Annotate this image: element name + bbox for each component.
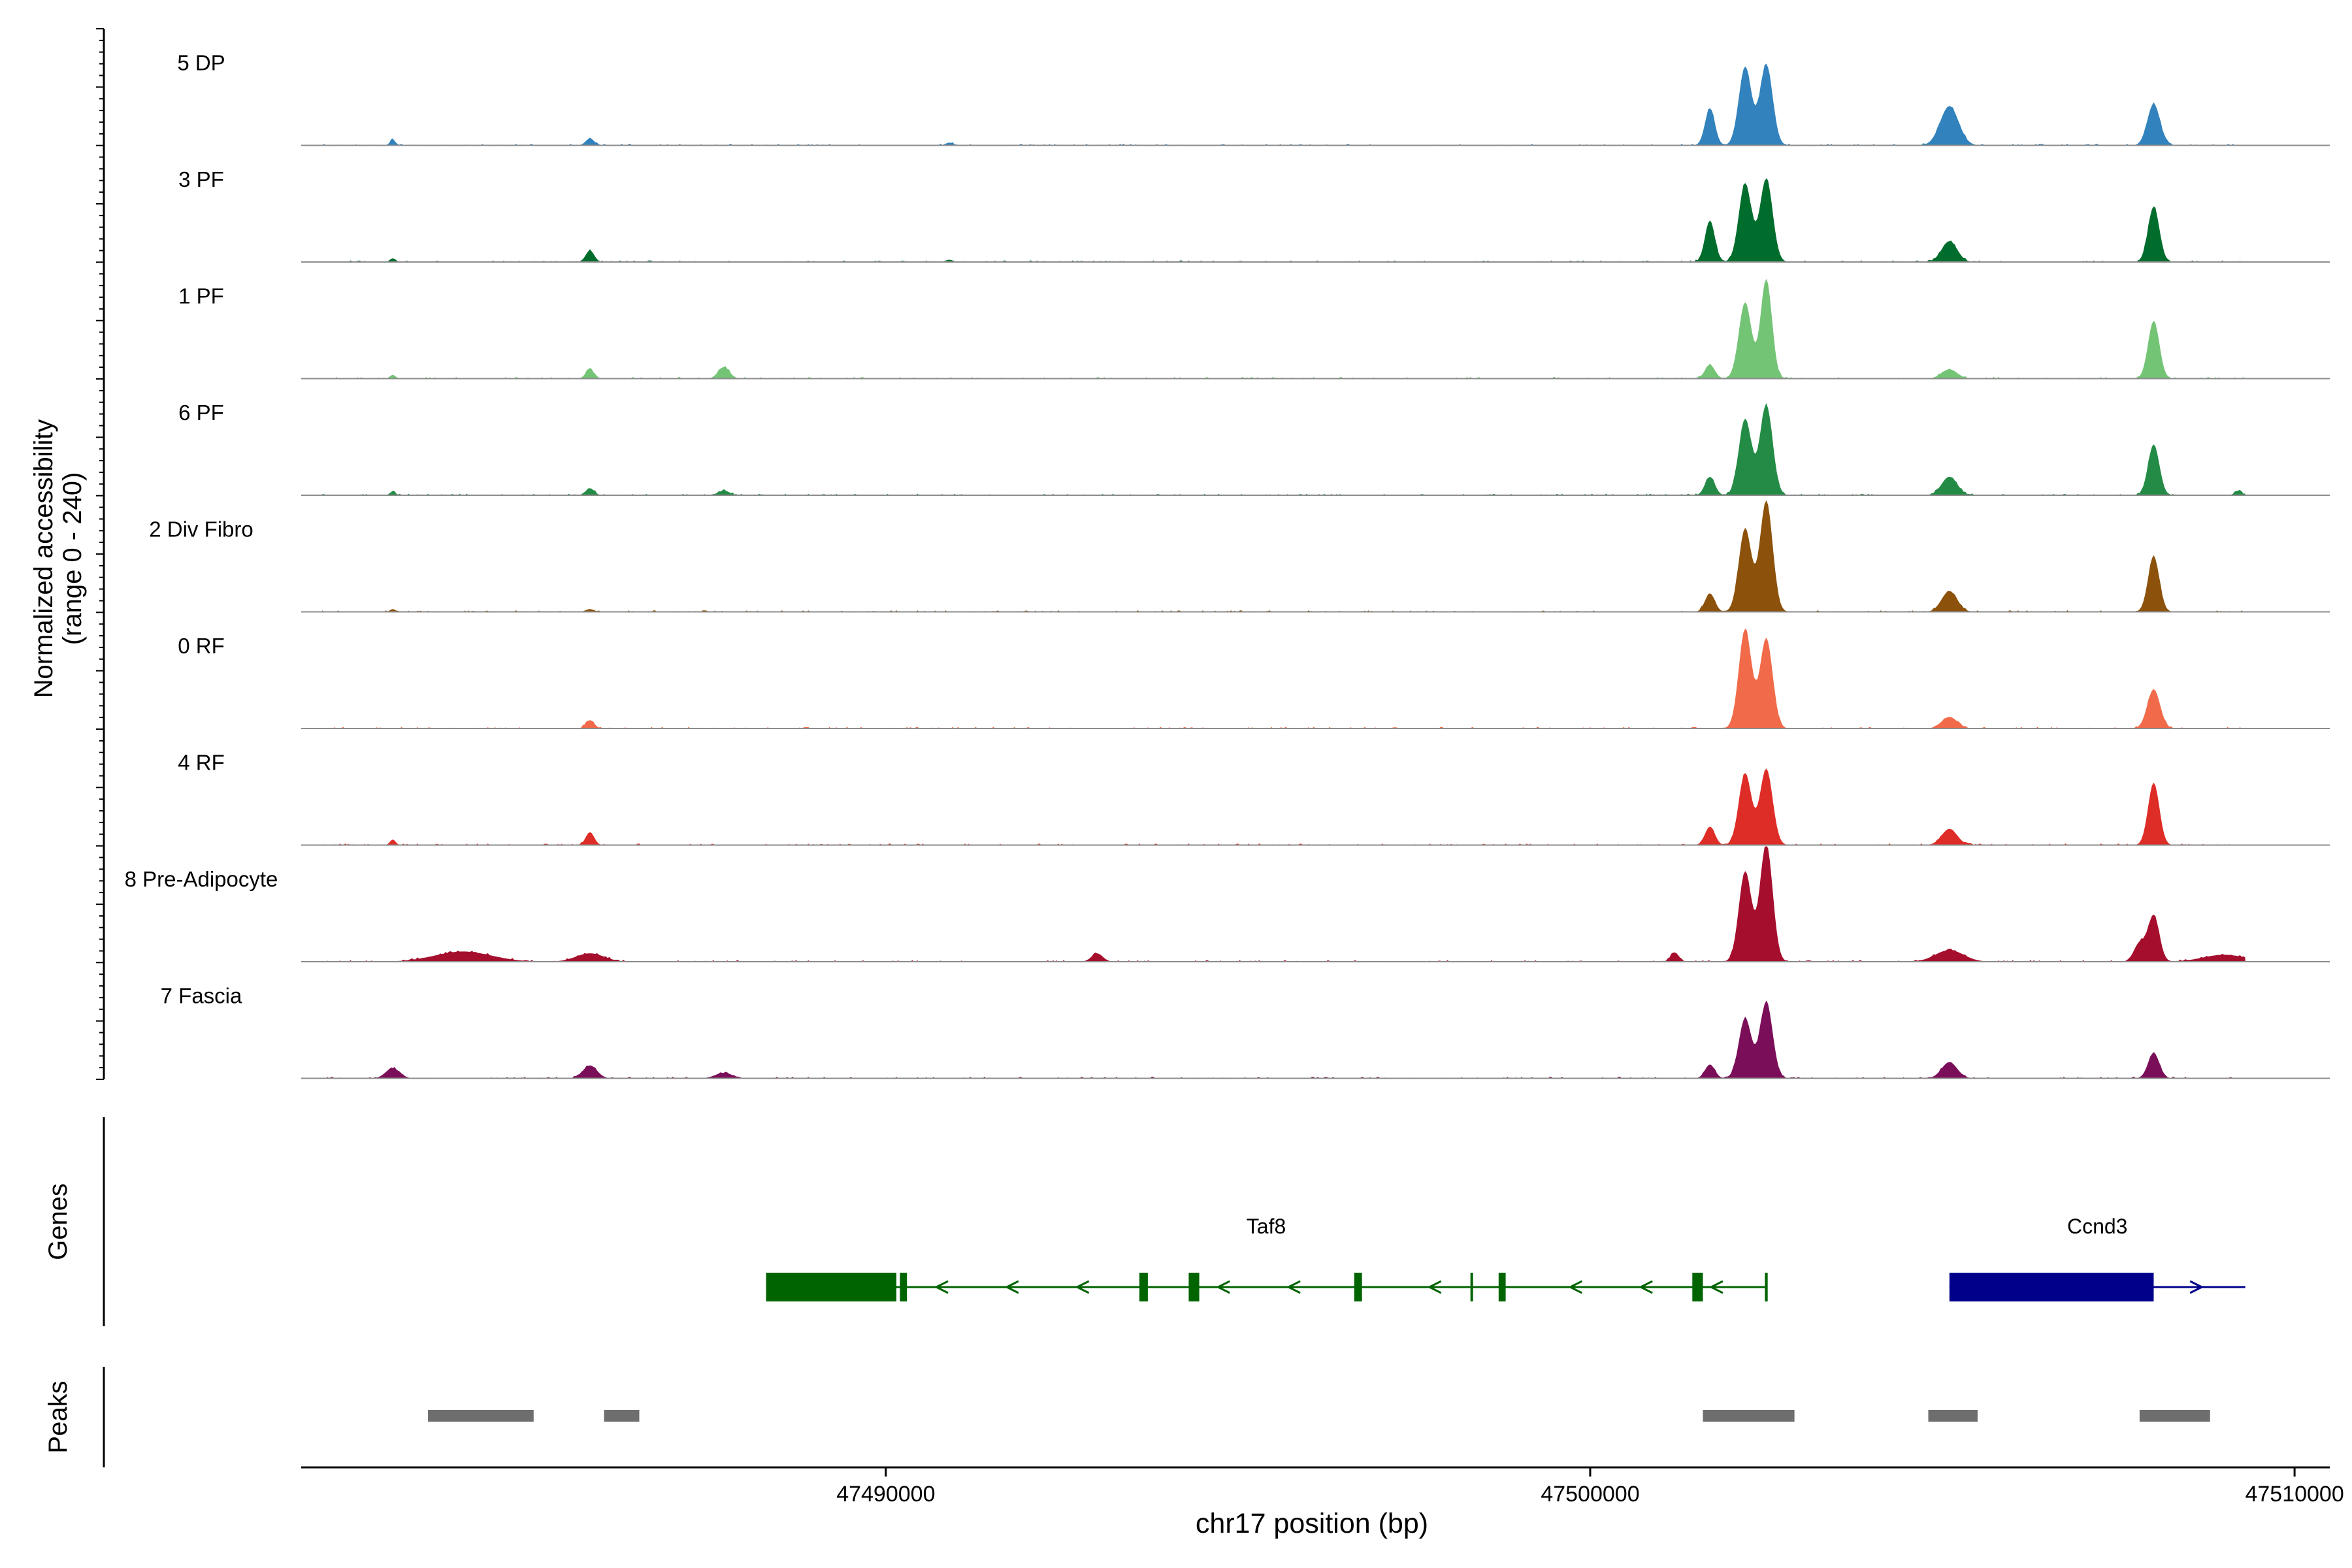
x-tick-label: 47490000 — [836, 1482, 935, 1507]
strand-arrow — [1638, 1280, 1653, 1294]
gene-exon — [1765, 1273, 1768, 1301]
peak-regions-track — [428, 1410, 2210, 1422]
coverage-area — [322, 63, 2246, 146]
gene-exon — [1470, 1273, 1473, 1301]
strand-arrow — [1427, 1280, 1442, 1294]
y-axis-label-line2: (range 0 - 240) — [58, 472, 87, 645]
coverage-area — [322, 500, 2246, 612]
peaks-axis-label: Peaks — [44, 1380, 73, 1453]
strand-arrow — [2189, 1280, 2204, 1294]
gene-exon — [1354, 1273, 1362, 1301]
x-axis-label: chr17 position (bp) — [1196, 1508, 1428, 1539]
strand-arrow — [1286, 1280, 1301, 1294]
track-1-pf: 1 PF — [178, 278, 2330, 380]
track-3-pf: 3 PF — [178, 167, 2330, 263]
strand-arrow — [934, 1280, 949, 1294]
strand-arrow — [1215, 1280, 1231, 1294]
coverage-area — [322, 278, 2246, 379]
peak-region — [2139, 1410, 2210, 1422]
track-label: 1 PF — [178, 284, 224, 308]
track-label: 3 PF — [178, 167, 224, 191]
track-label: 6 PF — [178, 400, 224, 425]
coverage-area — [322, 403, 2246, 495]
track-7-fascia: 7 Fascia — [161, 984, 2330, 1079]
track-label: 2 Div Fibro — [149, 517, 253, 542]
peak-region — [1928, 1410, 1978, 1422]
x-tick-label: 47510000 — [2245, 1482, 2344, 1507]
gene-label: Taf8 — [1247, 1215, 1286, 1238]
coverage-area — [322, 1000, 2246, 1079]
strand-arrow — [1708, 1280, 1723, 1294]
peak-region — [1703, 1410, 1795, 1422]
gene-ccnd3: Ccnd3 — [1949, 1215, 2246, 1301]
gene-exon — [766, 1273, 897, 1301]
tracks-layer: 5 DP 3 PF 1 PF 6 PF 2 Div Fibro 0 RF 4 RF 8 Pre… — [125, 51, 2330, 1079]
track-label: 0 RF — [178, 634, 225, 658]
coverage-area — [322, 178, 2246, 262]
y-axis-label-line1: Normalized accessibility — [29, 419, 58, 698]
track-8-pre-adipocyte: 8 Pre-Adipocyte — [125, 845, 2330, 962]
track-4-rf: 4 RF — [178, 751, 2330, 846]
track-label: 5 DP — [177, 51, 225, 75]
x-tick-label: 47500000 — [1541, 1482, 1639, 1507]
peak-region — [604, 1410, 640, 1422]
gene-annotation-track: Taf8 Ccnd3 — [766, 1215, 2246, 1301]
x-axis-ticks: 47490000 47500000 47510000 — [836, 1467, 2344, 1507]
strand-arrow — [1004, 1280, 1019, 1294]
track-2-div-fibro: 2 Div Fibro — [149, 500, 2330, 613]
track-0-rf: 0 RF — [178, 629, 2330, 729]
genes-axis-label: Genes — [44, 1183, 73, 1260]
strand-arrow — [1568, 1280, 1583, 1294]
track-label: 7 Fascia — [161, 984, 242, 1008]
gene-exon — [1692, 1273, 1703, 1301]
strand-arrow — [1075, 1280, 1090, 1294]
coverage-area — [322, 845, 2246, 962]
y-axis-ticks — [96, 28, 104, 1080]
gene-exon — [1949, 1273, 2154, 1301]
gene-exon — [1139, 1273, 1148, 1301]
peak-region — [428, 1410, 534, 1422]
coverage-area — [322, 768, 2246, 845]
track-label: 4 RF — [178, 751, 225, 775]
gene-label: Ccnd3 — [2067, 1215, 2128, 1238]
track-6-pf: 6 PF — [178, 400, 2330, 496]
gene-exon — [1188, 1273, 1200, 1301]
track-5-dp: 5 DP — [177, 51, 2330, 146]
gene-exon — [1498, 1273, 1506, 1301]
gene-exon — [900, 1273, 907, 1301]
track-label: 8 Pre-Adipocyte — [125, 867, 278, 891]
coverage-area — [322, 629, 2246, 728]
gene-taf8: Taf8 — [766, 1215, 1768, 1301]
